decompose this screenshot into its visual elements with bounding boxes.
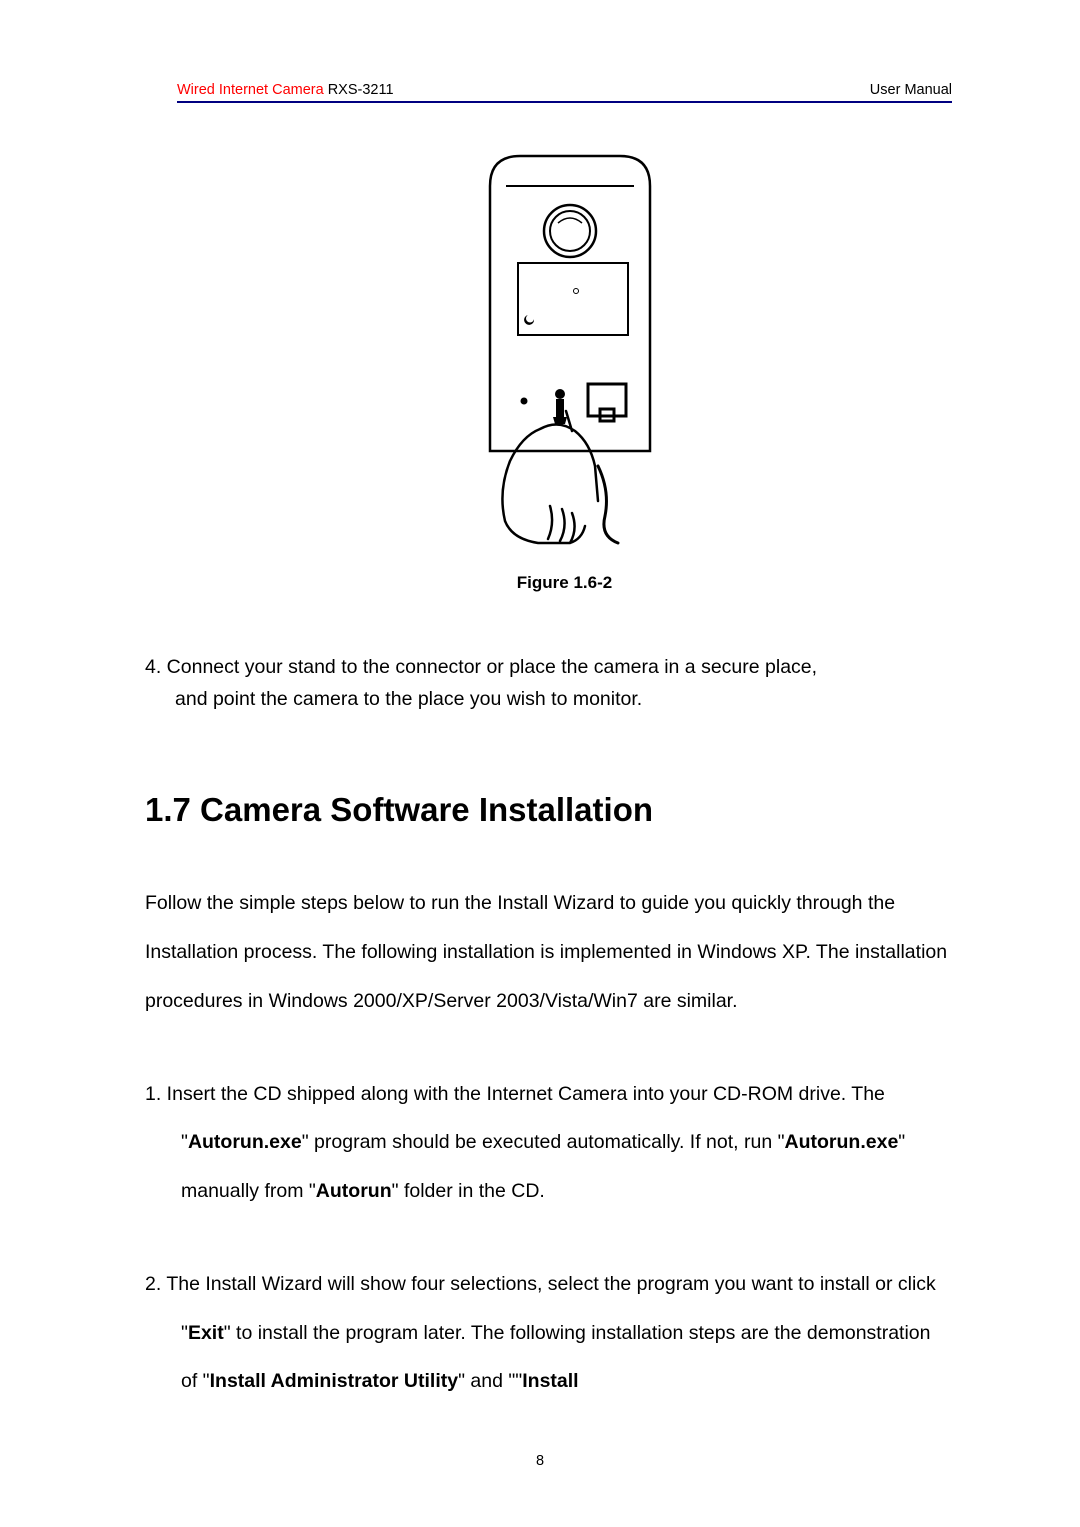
- page-number: 8: [536, 1453, 544, 1469]
- figure-caption: Figure 1.6-2: [177, 573, 952, 593]
- step-4: 4. Connect your stand to the connector o…: [145, 651, 952, 715]
- numbered-list: 1. Insert the CD shipped along with the …: [145, 1070, 952, 1407]
- model-number: RXS-3211: [324, 82, 394, 98]
- section-heading: 1.7 Camera Software Installation: [145, 791, 952, 829]
- list-item-1: 1. Insert the CD shipped along with the …: [145, 1070, 952, 1216]
- step-4-line1: 4. Connect your stand to the connector o…: [145, 651, 952, 683]
- camera-diagram: [450, 151, 680, 546]
- page-header: Wired Internet Camera RXS-3211 User Manu…: [177, 82, 952, 103]
- intro-paragraph: Follow the simple steps below to run the…: [145, 879, 952, 1025]
- header-right: User Manual: [870, 82, 952, 98]
- step-4-line2: and point the camera to the place you wi…: [145, 683, 952, 715]
- list-item-2: 2. The Install Wizard will show four sel…: [145, 1260, 952, 1406]
- header-left: Wired Internet Camera RXS-3211: [177, 82, 394, 98]
- product-name: Wired Internet Camera: [177, 82, 324, 98]
- figure-container: [177, 151, 952, 551]
